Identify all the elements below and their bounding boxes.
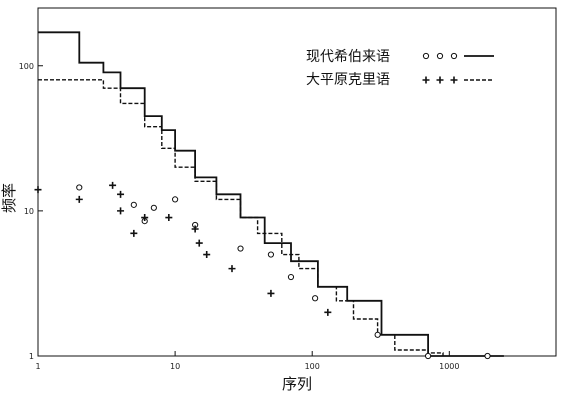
hebrew-point xyxy=(267,251,275,258)
hebrew-point xyxy=(312,295,319,302)
legend-marks xyxy=(422,52,494,84)
x-axis-label: 序列 xyxy=(282,375,312,393)
cree-point xyxy=(109,181,117,189)
legend-label-hebrew: 现代希伯来语 xyxy=(306,49,390,65)
cree-point xyxy=(228,265,236,273)
plot-frame xyxy=(37,7,557,357)
x-tick-label: 100 xyxy=(305,362,320,371)
cree-point xyxy=(165,214,173,222)
cree-point xyxy=(130,229,138,237)
cree-point xyxy=(191,225,199,233)
x-tick-label: 1000 xyxy=(439,362,459,371)
legend-label-cree: 大平原克里语 xyxy=(306,72,390,88)
cree-point xyxy=(203,251,211,259)
legend-marker-hebrew xyxy=(436,52,444,60)
cree-point xyxy=(267,289,275,297)
cree-point xyxy=(324,308,332,316)
y-tick-label: 10 xyxy=(24,207,34,216)
x-tick-label: 1 xyxy=(35,362,40,371)
series-lines xyxy=(38,31,504,357)
hebrew-point xyxy=(172,196,179,203)
hebrew-point xyxy=(130,201,137,208)
legend-marker-cree xyxy=(422,76,430,84)
cree-point xyxy=(117,207,125,215)
y-tick-label: 1 xyxy=(29,352,34,361)
legend-marker-hebrew xyxy=(422,52,430,60)
cree-point xyxy=(141,214,149,222)
y-tick-label: 100 xyxy=(19,62,34,71)
cree-point xyxy=(195,239,203,247)
legend-marker-cree xyxy=(436,76,444,84)
legend-marker-hebrew xyxy=(450,52,458,60)
hebrew-point xyxy=(150,204,157,211)
series-markers xyxy=(34,181,491,360)
cree-point xyxy=(117,190,125,198)
legend: 现代希伯来语 大平原克里语 xyxy=(306,49,494,88)
cree-point xyxy=(34,186,42,194)
hebrew-point xyxy=(287,273,295,281)
hebrew-point xyxy=(76,184,83,191)
hebrew-point xyxy=(424,352,432,360)
hebrew-point xyxy=(237,245,244,252)
y-axis-label: 频率 xyxy=(0,183,18,213)
series-line-hebrew xyxy=(38,31,504,357)
axis-ticks: 1 10 100 1000 1 10 100 xyxy=(19,62,460,371)
hebrew-point xyxy=(374,331,381,338)
x-tick-label: 10 xyxy=(170,362,180,371)
hebrew-point xyxy=(484,352,491,360)
legend-marker-cree xyxy=(450,76,458,84)
cree-point xyxy=(75,195,83,203)
